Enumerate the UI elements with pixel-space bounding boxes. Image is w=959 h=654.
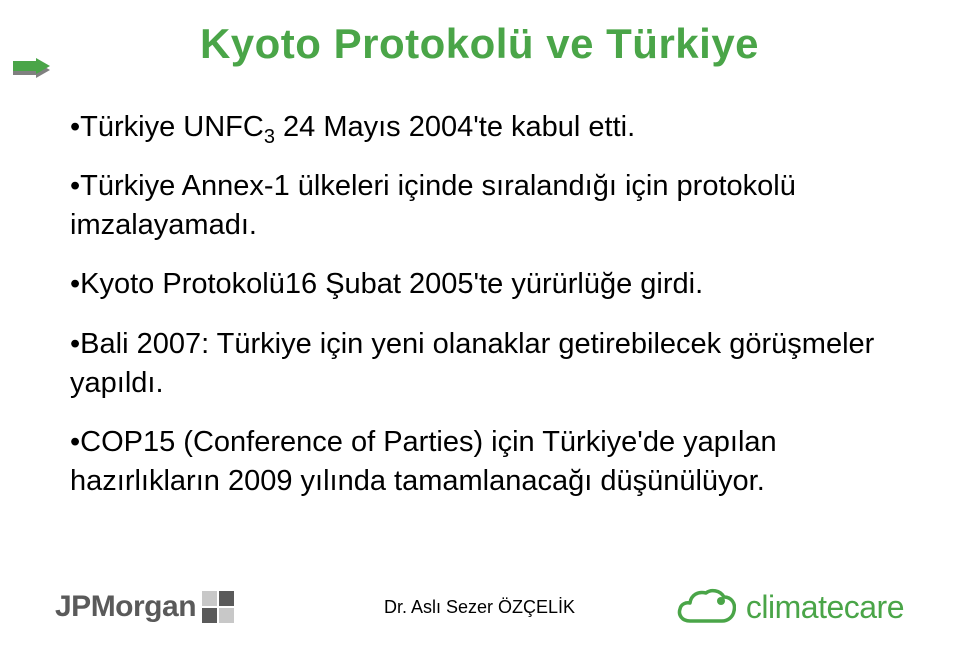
bullet-item: •Türkiye UNFC3 24 Mayıs 2004'te kabul et… — [70, 108, 899, 147]
jpmorgan-logo: JPMorgan — [55, 590, 234, 624]
climatecare-cloud-icon — [676, 585, 736, 629]
bullet-item: •Bali 2007: Türkiye için yeni olanaklar … — [70, 325, 899, 403]
bullet-text: •Türkiye UNFC — [70, 111, 264, 143]
jpmorgan-mark-icon — [202, 591, 234, 623]
bullet-item: •Türkiye Annex-1 ülkeleri içinde sıralan… — [70, 167, 899, 245]
subscript: 3 — [264, 126, 275, 148]
bullet-text: 24 Mayıs 2004'te kabul etti. — [275, 111, 635, 143]
footer: JPMorgan Dr. Aslı Sezer ÖZÇELİK climatec… — [0, 585, 959, 629]
climatecare-text: climatecare — [746, 589, 904, 626]
climatecare-logo: climatecare — [676, 585, 904, 629]
bullet-item: •COP15 (Conference of Parties) için Türk… — [70, 423, 899, 501]
slide-title: Kyoto Protokolü ve Türkiye — [60, 20, 899, 68]
content-area: •Türkiye UNFC3 24 Mayıs 2004'te kabul et… — [60, 108, 899, 501]
jpmorgan-text: JPMorgan — [55, 590, 196, 624]
bullet-item: •Kyoto Protokolü16 Şubat 2005'te yürürlü… — [70, 265, 899, 304]
arrow-icon — [10, 58, 50, 78]
slide: Kyoto Protokolü ve Türkiye •Türkiye UNFC… — [0, 0, 959, 654]
footer-author: Dr. Aslı Sezer ÖZÇELİK — [384, 597, 575, 618]
